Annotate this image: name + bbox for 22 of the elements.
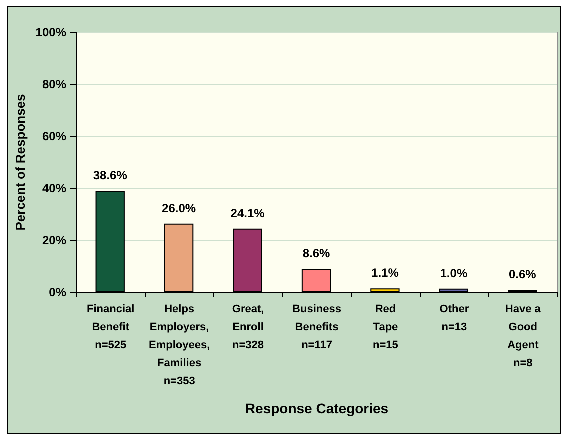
y-tick-label: 80% — [42, 78, 67, 92]
x-tick-label: Red Tape n=15 — [373, 304, 398, 352]
x-tick-label: Financial Benefit n=525 — [87, 304, 135, 352]
data-label: 1.0% — [440, 266, 468, 280]
data-label: 0.6% — [508, 267, 537, 282]
y-tick-label: 20% — [42, 234, 67, 248]
y-axis-title: Percent of Responses — [12, 94, 28, 231]
data-label: 26.0% — [162, 201, 196, 216]
x-tick-label: Other n=13 — [440, 304, 470, 334]
y-tick-label: 100% — [36, 26, 67, 40]
data-label: 38.6% — [93, 168, 128, 183]
data-label: 8.6% — [302, 246, 330, 261]
x-axis-title: Response Categories — [245, 400, 389, 416]
y-tick-label: 40% — [42, 182, 67, 196]
y-tick-label: 0% — [49, 286, 67, 300]
x-tick-label: Have a Good Agent n=8 — [505, 304, 542, 370]
x-tick-label: Helps Employers, Employees, Families n=353 — [149, 304, 210, 388]
data-label: 1.1% — [372, 266, 400, 280]
x-tick-label: Great, Enroll n=328 — [232, 304, 264, 352]
y-tick-label: 60% — [42, 130, 67, 144]
data-label: 24.1% — [230, 206, 266, 220]
x-tick-label: Business Benefits n=117 — [292, 304, 342, 352]
